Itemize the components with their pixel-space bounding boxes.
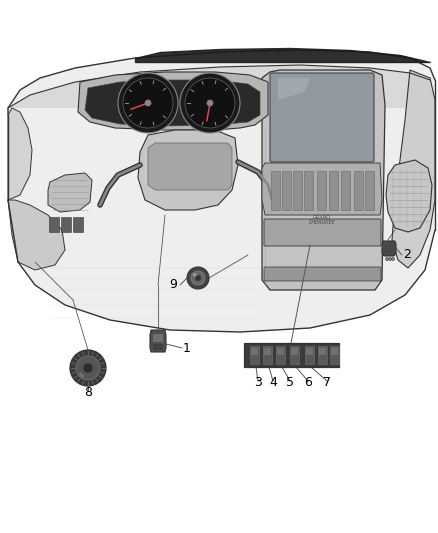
Circle shape: [180, 73, 240, 133]
Text: 6: 6: [304, 376, 312, 390]
Circle shape: [83, 363, 93, 373]
Polygon shape: [276, 346, 285, 364]
FancyBboxPatch shape: [293, 172, 303, 211]
Polygon shape: [244, 343, 339, 367]
Text: 9: 9: [169, 279, 177, 292]
Polygon shape: [8, 108, 32, 200]
FancyBboxPatch shape: [354, 172, 364, 211]
Polygon shape: [277, 348, 284, 355]
Circle shape: [76, 356, 100, 380]
FancyBboxPatch shape: [264, 219, 381, 246]
Polygon shape: [330, 346, 339, 364]
Circle shape: [193, 273, 197, 277]
Polygon shape: [153, 334, 163, 342]
Polygon shape: [8, 200, 65, 270]
Polygon shape: [78, 72, 268, 130]
FancyBboxPatch shape: [304, 172, 314, 211]
Polygon shape: [278, 78, 310, 100]
FancyBboxPatch shape: [264, 267, 381, 281]
FancyBboxPatch shape: [272, 172, 280, 211]
FancyBboxPatch shape: [270, 73, 374, 162]
Polygon shape: [150, 330, 166, 352]
Polygon shape: [262, 163, 382, 215]
Circle shape: [185, 78, 235, 128]
Polygon shape: [85, 80, 260, 126]
Polygon shape: [263, 346, 272, 364]
FancyBboxPatch shape: [283, 172, 292, 211]
FancyBboxPatch shape: [342, 172, 350, 211]
Polygon shape: [392, 70, 435, 268]
Polygon shape: [138, 130, 238, 210]
Polygon shape: [291, 348, 298, 355]
Polygon shape: [8, 50, 435, 332]
Polygon shape: [331, 348, 338, 355]
Polygon shape: [250, 346, 259, 364]
Text: 1: 1: [183, 342, 191, 354]
Circle shape: [187, 267, 209, 289]
Polygon shape: [290, 346, 299, 364]
Circle shape: [118, 73, 178, 133]
Circle shape: [145, 100, 151, 106]
Circle shape: [207, 100, 213, 106]
Polygon shape: [48, 173, 92, 212]
Circle shape: [389, 257, 392, 261]
Circle shape: [191, 271, 205, 285]
FancyBboxPatch shape: [61, 217, 71, 232]
Text: 3: 3: [254, 376, 262, 390]
Polygon shape: [319, 348, 326, 355]
Polygon shape: [153, 344, 163, 350]
Circle shape: [195, 275, 201, 281]
Polygon shape: [79, 372, 84, 378]
Polygon shape: [305, 346, 314, 364]
Text: 4: 4: [269, 376, 277, 390]
Polygon shape: [306, 348, 313, 355]
Text: 2: 2: [403, 248, 411, 262]
Polygon shape: [386, 160, 432, 232]
Text: 5: 5: [286, 376, 294, 390]
Text: 7: 7: [323, 376, 331, 390]
Polygon shape: [262, 70, 385, 290]
Polygon shape: [148, 143, 232, 190]
Circle shape: [123, 78, 173, 128]
FancyBboxPatch shape: [74, 217, 84, 232]
Polygon shape: [264, 348, 271, 355]
FancyBboxPatch shape: [318, 172, 326, 211]
Text: 8: 8: [84, 386, 92, 400]
Polygon shape: [382, 241, 396, 256]
FancyBboxPatch shape: [49, 217, 60, 232]
Text: GRAND
CHEROKEE: GRAND CHEROKEE: [308, 215, 336, 225]
Circle shape: [385, 257, 389, 261]
Polygon shape: [251, 348, 258, 355]
Circle shape: [70, 350, 106, 386]
Circle shape: [392, 257, 395, 261]
FancyBboxPatch shape: [365, 172, 374, 211]
Polygon shape: [318, 346, 327, 364]
FancyBboxPatch shape: [329, 172, 339, 211]
